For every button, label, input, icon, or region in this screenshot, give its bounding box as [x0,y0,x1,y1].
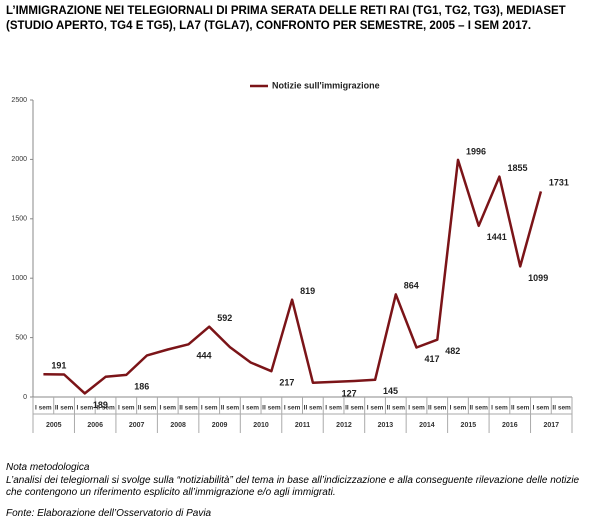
y-tick-label: 0 [23,394,27,401]
year-label: 2015 [461,422,477,429]
data-label: 819 [300,286,315,296]
x-tick-label: I sem [118,405,135,412]
x-tick-label: I sem [159,405,176,412]
x-tick-label: II sem [345,405,364,412]
year-label: 2011 [295,422,310,429]
y-tick-label: 2500 [11,97,27,104]
data-label: 127 [342,388,357,398]
data-label: 1996 [466,146,486,156]
year-label: 2005 [46,422,62,429]
legend-label: Notizie sull'immigrazione [272,80,380,90]
year-label: 2007 [129,422,145,429]
notes-heading: Nota metodologica [6,462,90,473]
x-tick-label: I sem [533,405,550,412]
data-label: 482 [445,346,460,356]
x-tick-label: II sem [387,405,406,412]
x-tick-label: I sem [35,405,52,412]
data-label: 1441 [487,232,507,242]
x-tick-label: II sem [138,405,157,412]
data-label: 444 [196,351,211,361]
x-tick-label: I sem [450,405,467,412]
x-tick-label: I sem [367,405,384,412]
notes-text: L’analisi dei telegiornali si svolge sul… [6,474,580,499]
x-tick-label: I sem [491,405,508,412]
data-label: 592 [217,313,232,323]
chart-title: L’IMMIGRAZIONE NEI TELEGIORNALI DI PRIMA… [6,5,566,32]
year-label: 2008 [170,422,186,429]
x-tick-label: II sem [262,405,281,412]
x-tick-label: II sem [55,405,74,412]
x-tick-label: II sem [179,405,198,412]
x-tick-label: II sem [221,405,240,412]
y-tick-label: 500 [15,334,27,341]
data-label: 145 [383,386,398,396]
x-tick-label: I sem [242,405,259,412]
year-label: 2012 [336,422,352,429]
data-label: 1099 [528,273,548,283]
data-label: 1855 [507,163,527,173]
data-line [43,158,543,395]
x-tick-label: I sem [408,405,425,412]
x-tick-label: I sem [284,405,301,412]
data-label: 186 [134,381,149,391]
year-label: 2010 [253,422,269,429]
y-tick-label: 1500 [11,216,27,223]
data-label: 417 [425,354,440,364]
year-label: 2016 [502,422,518,429]
notes-source: Fonte: Elaborazione dell’Osservatorio di… [6,507,212,519]
x-tick-label: II sem [304,405,323,412]
year-label: 2006 [87,422,103,429]
year-label: 2017 [543,422,559,429]
x-tick-label: I sem [325,405,342,412]
year-label: 2014 [419,422,435,429]
x-tick-label: II sem [511,405,530,412]
data-label: 217 [279,378,294,388]
year-label: 2009 [212,422,228,429]
data-label: 864 [404,281,419,291]
x-tick-label: I sem [77,405,94,412]
x-tick-label: II sem [96,405,115,412]
data-label: 1731 [549,178,569,188]
year-label: 2013 [378,422,394,429]
notes: Nota metodologica L’analisi dei telegior… [6,462,596,520]
x-tick-label: II sem [552,405,571,412]
x-tick-label: II sem [469,405,488,412]
y-tick-label: 1000 [11,275,27,282]
x-tick-label: II sem [428,405,447,412]
data-label: 191 [51,361,66,371]
data-label: 189 [93,400,108,410]
x-tick-label: I sem [201,405,218,412]
y-tick-label: 2000 [11,156,27,163]
